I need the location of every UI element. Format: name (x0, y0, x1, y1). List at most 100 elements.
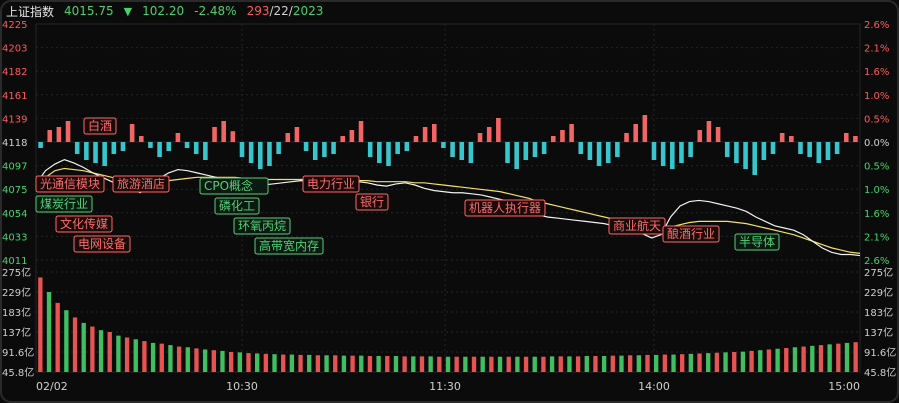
event-tag[interactable]: 文化传媒 (55, 215, 113, 233)
volume-bar (220, 350, 225, 372)
breadth-bar (120, 142, 126, 151)
volume-bar (116, 335, 121, 372)
volume-bar (593, 356, 598, 372)
breadth-bar (129, 124, 135, 142)
volume-bar (463, 356, 468, 372)
event-tag[interactable]: 银行 (355, 193, 389, 211)
volume-tick-left: 45.8亿 (2, 366, 34, 379)
breadth-bar (258, 142, 263, 169)
breadth-bar (303, 142, 309, 151)
event-tag[interactable]: 电力行业 (302, 175, 360, 193)
breadth-bar (139, 136, 144, 142)
breadth-bar (615, 142, 620, 157)
breadth-bar (450, 142, 455, 157)
volume-bar (489, 356, 494, 372)
event-tag[interactable]: 酿酒行业 (662, 225, 720, 243)
time-label: 02/02 (36, 380, 68, 393)
breadth-bar (761, 142, 767, 160)
event-tag[interactable]: 煤炭行业 (35, 195, 93, 213)
breadth-bar (386, 142, 391, 166)
percent-tick-right: 2.1% (864, 44, 889, 55)
event-tag[interactable]: 机器人执行器 (464, 199, 546, 217)
volume-tick-right: 275亿 (864, 266, 893, 279)
volume-bar (255, 353, 260, 372)
percent-tick-right: 0.5% (864, 114, 889, 125)
volume-bar (758, 350, 763, 372)
volume-bar (124, 337, 130, 372)
volume-bar (810, 345, 815, 372)
breadth-bar (212, 127, 217, 142)
breadth-bar (166, 142, 172, 151)
price-tick-left: 4139 (2, 114, 27, 125)
breadth-bar (239, 142, 245, 157)
price-tick-left: 4011 (2, 256, 27, 267)
volume-bar (636, 355, 641, 372)
breadth-bar (789, 136, 794, 142)
volume-bar (133, 339, 138, 372)
price-tick-left: 4097 (2, 162, 27, 173)
event-tag-box (233, 217, 291, 235)
breadth-bar (514, 142, 519, 169)
index-name[interactable]: 上证指数 (6, 4, 55, 19)
event-tag-text: 环氧丙烷 (238, 219, 286, 233)
quote-header: 上证指数 4015.75 ▼ 102.20 -2.48% 293/22/2023 (6, 3, 323, 19)
breadth-bar (276, 142, 281, 154)
event-tag[interactable]: 磷化工 (214, 197, 260, 215)
volume-bar (376, 356, 381, 372)
breadth-bar (38, 142, 43, 148)
breadth-bar (633, 124, 638, 142)
breadth-bar (84, 142, 89, 160)
breadth-bar (624, 133, 629, 142)
breadth-bar (679, 142, 684, 163)
percent-tick-right: 1.6% (864, 67, 889, 78)
event-tag-text: 磷化工 (219, 198, 255, 213)
breadth-bar (496, 118, 501, 142)
event-tag[interactable]: 半导体 (734, 233, 780, 251)
breadth-bar (779, 133, 785, 142)
volume-bar (775, 348, 780, 372)
event-tag-box (254, 237, 324, 255)
volume-bar (645, 354, 650, 372)
breadth-bar (770, 142, 776, 154)
breadth-bar (367, 142, 373, 157)
breadth-bar (377, 142, 382, 163)
volume-bar (55, 302, 60, 372)
event-tag[interactable]: 白酒 (83, 117, 117, 135)
volume-bar (454, 356, 459, 372)
volume-bar (419, 356, 425, 372)
event-tag-text: 商业航天 (613, 218, 661, 233)
breadth-bar (431, 124, 437, 142)
event-tag[interactable]: 光通信模块 (35, 175, 105, 193)
event-tag[interactable]: 高带宽内存 (254, 237, 324, 255)
volume-bar (610, 355, 615, 372)
breadth-bar (93, 142, 98, 163)
breadth-counts: 293/22/2023 (247, 4, 324, 18)
event-tag-text: 旅游酒店 (117, 177, 165, 191)
volume-bar (272, 354, 277, 372)
event-tag[interactable]: 商业航天 (608, 217, 666, 235)
event-tag[interactable]: 旅游酒店 (112, 175, 170, 193)
breadth-bar (175, 133, 181, 142)
event-tag-box (302, 175, 360, 193)
volume-bar (38, 277, 43, 372)
breadth-bar (111, 142, 117, 154)
volume-tick-left: 91.6亿 (2, 346, 34, 359)
volume-tick-right: 183亿 (864, 306, 893, 319)
event-tag-box (214, 197, 260, 215)
event-tag[interactable]: CPO概念 (199, 177, 269, 195)
volume-bar (202, 349, 208, 372)
volume-bar (471, 356, 477, 372)
percent-tick-right: 2.6% (864, 20, 889, 31)
volume-tick-left: 183亿 (2, 306, 31, 319)
event-tag[interactable]: 电网设备 (73, 235, 131, 253)
volume-bar (176, 346, 182, 372)
volume-bar (411, 356, 416, 372)
breadth-bar (221, 121, 226, 142)
event-tag[interactable]: 环氧丙烷 (233, 217, 291, 235)
event-tag-text: 煤炭行业 (40, 197, 88, 211)
average-price-line (35, 167, 861, 254)
volume-bar (680, 354, 685, 372)
